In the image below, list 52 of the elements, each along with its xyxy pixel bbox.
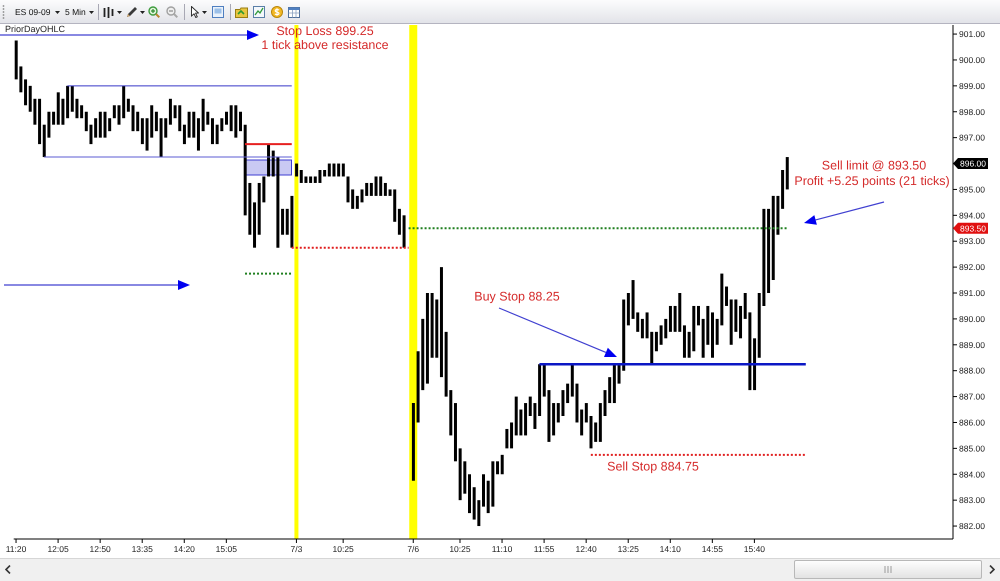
- bar: [290, 196, 294, 248]
- y-tick-label: 890.00: [959, 314, 986, 324]
- y-tick-label: 895.00: [959, 184, 986, 194]
- text: 896.00: [960, 158, 986, 168]
- y-tick-label: 899.00: [959, 80, 986, 91]
- y-tick-label: 891.00: [959, 288, 986, 298]
- y-tick-label: 897.00: [959, 132, 986, 143]
- text: 893.50: [960, 223, 986, 234]
- y-tick-label: 886.00: [959, 417, 986, 428]
- y-tick-label: 898.00: [959, 106, 986, 117]
- y-tick-label: 887.00: [959, 392, 986, 402]
- y-tick-label: 883.00: [959, 495, 986, 506]
- y-tick-label: 882.00: [959, 521, 986, 532]
- x-tick-label: 7/6: [407, 544, 420, 554]
- y-tick-label: 892.00: [959, 262, 986, 272]
- annotation: Sell Stop 884.75: [607, 459, 699, 474]
- x-tick-label: 12:40: [576, 544, 598, 554]
- x-tick-label: 15:05: [216, 544, 238, 554]
- y-tick-label: 888.00: [959, 366, 986, 376]
- bar: [267, 144, 270, 176]
- x-tick-label: 10:25: [449, 544, 471, 554]
- bar: [342, 164, 345, 176]
- x-tick-label: 13:25: [618, 544, 640, 554]
- annotation: Profit +5.25 points (21 ticks): [794, 174, 950, 188]
- bar: [14, 40, 18, 80]
- x-tick-label: 12:05: [47, 544, 69, 554]
- y-tick-label: 884.00: [959, 469, 986, 480]
- x-tick-label: 14:55: [702, 544, 724, 554]
- y-tick-label: 900.00: [959, 54, 986, 65]
- y-tick-label: 885.00: [959, 443, 986, 454]
- bar: [786, 157, 789, 190]
- x-tick-label: 14:20: [174, 544, 196, 554]
- annotation: Buy Stop 88.25: [474, 289, 560, 304]
- annotation: Sell limit @ 893.50: [822, 158, 926, 172]
- x-tick-label: 13:35: [132, 544, 154, 554]
- bar: [262, 176, 266, 202]
- bar: [295, 164, 298, 176]
- x-tick-label: 11:10: [492, 544, 513, 554]
- x-tick-label: 10:25: [332, 544, 354, 554]
- x-tick-label: 11:55: [534, 544, 555, 554]
- text: ES 09-09: [15, 6, 50, 18]
- text: 5 Min: [65, 6, 86, 18]
- x-tick-label: 14:10: [660, 544, 682, 554]
- y-tick-label: 893.00: [959, 236, 986, 246]
- annotation: PriorDayOHLC: [5, 24, 66, 34]
- x-tick-label: 7/3: [290, 544, 303, 554]
- x-tick-label: 15:40: [744, 544, 766, 554]
- x-tick-label: 12:50: [90, 544, 112, 554]
- x-tick-label: 11:20: [6, 544, 27, 554]
- y-tick-label: 889.00: [959, 340, 986, 350]
- y-tick-label: 901.00: [959, 29, 986, 40]
- y-tick-label: 894.00: [959, 210, 986, 220]
